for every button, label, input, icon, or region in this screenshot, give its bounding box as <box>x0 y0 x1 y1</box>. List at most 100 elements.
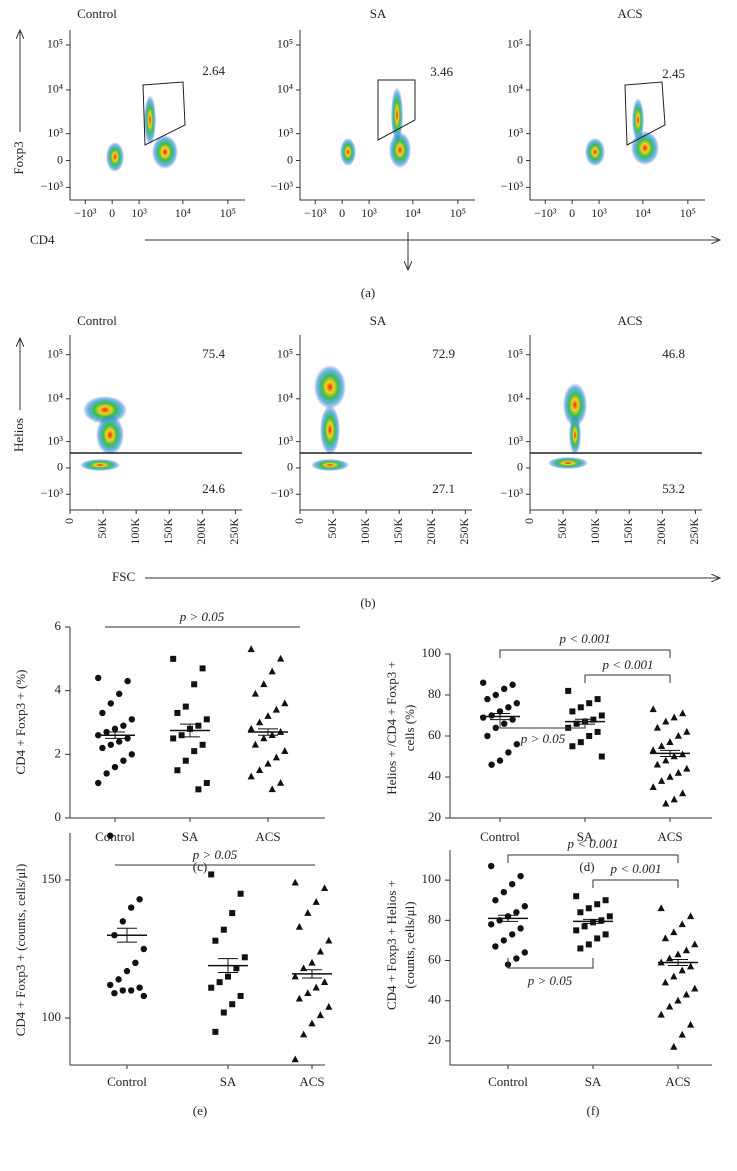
y-axis-label: CD4 + Foxp3 + (counts, cells/μl) <box>13 864 28 1037</box>
y-tick-label: 10⁵ <box>47 346 63 360</box>
data-point <box>208 871 215 878</box>
data-point <box>674 732 682 739</box>
category-label: Control <box>488 1074 528 1089</box>
plot-title: Control <box>77 6 117 21</box>
gate-percent: 72.9 <box>432 346 455 361</box>
category-label: SA <box>182 829 199 844</box>
y-tick-label: 6 <box>55 618 62 633</box>
significance-label: p > 0.05 <box>179 609 225 624</box>
y-tick-label: 10⁴ <box>277 391 293 405</box>
axis <box>529 30 705 201</box>
data-point <box>492 943 499 950</box>
data-point <box>658 742 666 750</box>
data-point <box>107 832 114 839</box>
category-label: ACS <box>665 1074 690 1089</box>
x-tick-label: 150K <box>161 518 175 545</box>
data-point <box>120 722 127 729</box>
x-tick-label: 10⁵ <box>450 206 466 220</box>
x-tick-label: 10³ <box>591 206 607 220</box>
y-tick-label: 0 <box>57 152 63 166</box>
data-point <box>247 772 255 780</box>
data-point <box>212 1028 219 1035</box>
y-tick-label: 40 <box>428 992 441 1007</box>
y-axis-label: Helios <box>11 418 26 452</box>
density-cloud <box>548 457 588 469</box>
x-tick-label: 0 <box>62 518 76 524</box>
y-tick-label: 10⁴ <box>47 391 63 405</box>
data-point <box>682 990 690 998</box>
data-point <box>565 687 572 694</box>
y-tick-label: 0 <box>517 152 523 166</box>
data-point <box>220 1009 227 1016</box>
x-tick-label: 10³ <box>361 206 377 220</box>
data-point <box>182 757 189 764</box>
data-point <box>513 741 520 748</box>
y-tick-label: −10³ <box>41 179 64 193</box>
gate-percent: 3.46 <box>430 64 453 79</box>
data-point <box>670 972 678 980</box>
data-point <box>598 712 605 719</box>
y-tick-label: 60 <box>428 727 441 742</box>
data-point <box>679 789 687 797</box>
data-point <box>191 748 198 755</box>
data-point <box>174 767 181 774</box>
significance-bracket <box>507 958 594 969</box>
density-cloud <box>389 132 411 168</box>
data-point <box>268 731 276 739</box>
y-tick-label: 10⁴ <box>47 82 63 96</box>
y-tick-label: 10³ <box>47 125 63 139</box>
gate-percent: 2.45 <box>662 66 685 81</box>
axis <box>299 30 475 201</box>
data-point <box>513 955 520 962</box>
category-label: SA <box>577 829 594 844</box>
data-point <box>661 978 669 986</box>
data-point <box>670 795 678 803</box>
data-point <box>670 928 678 936</box>
data-point <box>666 738 674 745</box>
x-tick-label: 50K <box>325 518 339 539</box>
data-point <box>653 760 661 768</box>
y-tick-label: 100 <box>422 871 442 886</box>
data-point <box>573 927 580 934</box>
x-axis-label: CD4 <box>30 232 55 247</box>
data-point <box>505 704 512 711</box>
data-point <box>687 1020 695 1028</box>
data-point <box>691 984 699 992</box>
data-point <box>658 777 666 784</box>
data-point <box>191 681 198 688</box>
data-point <box>577 704 584 711</box>
data-point <box>602 897 609 904</box>
data-point <box>581 923 588 930</box>
category-label: Control <box>107 1074 147 1089</box>
data-point <box>123 967 131 975</box>
x-tick-label: 250K <box>687 518 701 545</box>
density-cloud <box>585 138 605 166</box>
data-point <box>513 909 520 916</box>
data-point <box>237 992 244 999</box>
data-point <box>325 1003 333 1010</box>
density-cloud <box>144 95 156 145</box>
x-tick-label: 250K <box>227 518 241 545</box>
error-bar <box>583 918 603 924</box>
axis <box>449 850 712 1066</box>
category-label: ACS <box>255 829 280 844</box>
data-point <box>598 917 605 924</box>
gate-percent: 24.6 <box>202 481 225 496</box>
data-point <box>107 741 115 748</box>
data-point <box>513 700 520 707</box>
category-label: SA <box>220 1074 237 1089</box>
data-point <box>229 910 236 917</box>
y-tick-label: 60 <box>428 951 441 966</box>
data-point <box>281 699 289 707</box>
data-point <box>136 896 143 903</box>
density-cloud <box>320 405 340 455</box>
data-point <box>500 937 507 944</box>
error-bar <box>218 958 238 973</box>
category-label: SA <box>585 1074 602 1089</box>
y-tick-label: 10⁵ <box>507 37 523 51</box>
x-tick-label: 100K <box>358 518 372 545</box>
data-point <box>585 905 592 912</box>
data-point <box>594 728 601 735</box>
y-tick-label: −10³ <box>271 486 294 500</box>
data-point <box>277 654 285 662</box>
